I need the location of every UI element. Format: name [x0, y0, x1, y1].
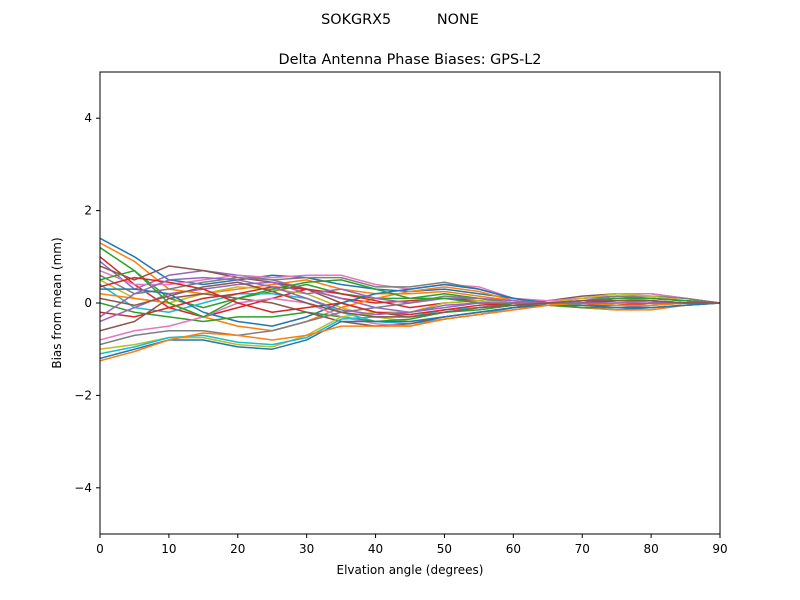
- x-tick-label: 20: [230, 542, 245, 556]
- series-layer: [100, 237, 720, 362]
- x-tick-label: 10: [161, 542, 176, 556]
- series-line: [100, 274, 720, 304]
- y-tick-label: 4: [84, 111, 92, 125]
- series-line: [100, 302, 720, 362]
- x-tick-label: 80: [643, 542, 658, 556]
- y-tick-label: −2: [74, 388, 92, 402]
- x-tick-label: 70: [575, 542, 590, 556]
- y-tick-label: 2: [84, 204, 92, 218]
- x-axis: 0 10 20 30 40 50 60 70 80 90: [96, 534, 728, 556]
- x-tick-label: 50: [437, 542, 452, 556]
- series-line: [100, 281, 720, 318]
- series-line: [100, 302, 720, 360]
- x-tick-label: 40: [368, 542, 383, 556]
- series-line: [100, 269, 720, 318]
- y-tick-label: 0: [84, 296, 92, 310]
- x-tick-label: 0: [96, 542, 104, 556]
- plot-area: [99, 71, 721, 535]
- chart-title: Delta Antenna Phase Biases: GPS-L2: [279, 52, 542, 68]
- y-axis-label: Bias from mean (mm): [50, 237, 64, 368]
- x-tick-label: 90: [712, 542, 727, 556]
- y-tick-label: −4: [74, 481, 92, 495]
- figure-suptitle: SOKGRX5 NONE: [321, 12, 479, 28]
- x-tick-label: 60: [506, 542, 521, 556]
- y-axis: −4 −2 0 2 4: [74, 111, 100, 495]
- x-axis-label: Elvation angle (degrees): [337, 563, 484, 577]
- x-tick-label: 30: [299, 542, 314, 556]
- series-line: [100, 276, 720, 318]
